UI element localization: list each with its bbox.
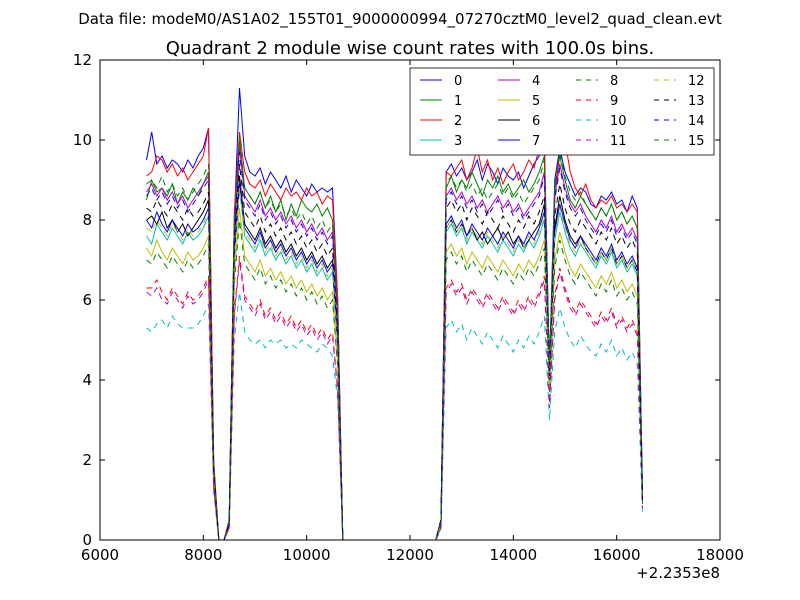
y-tick-label: 6 bbox=[82, 291, 92, 309]
x-tick-label: 18000 bbox=[696, 546, 744, 564]
x-tick-label: 10000 bbox=[283, 546, 331, 564]
series-line-3 bbox=[146, 187, 643, 541]
legend-label-7: 7 bbox=[532, 134, 540, 149]
series-line-10 bbox=[146, 291, 643, 541]
legend-label-14: 14 bbox=[688, 114, 705, 129]
x-offset-label: +2.2353e8 bbox=[636, 564, 720, 582]
legend-label-8: 8 bbox=[610, 74, 618, 89]
legend-label-12: 12 bbox=[688, 74, 705, 89]
x-tick-label: 16000 bbox=[593, 546, 641, 564]
series-layer bbox=[146, 87, 643, 541]
y-tick-label: 8 bbox=[82, 211, 92, 229]
y-tick-label: 12 bbox=[73, 51, 92, 69]
series-line-0 bbox=[146, 87, 643, 541]
series-line-11 bbox=[146, 259, 643, 541]
series-line-12 bbox=[146, 187, 643, 541]
series-line-13 bbox=[146, 163, 643, 541]
series-line-7 bbox=[146, 183, 643, 541]
legend-label-13: 13 bbox=[688, 94, 705, 109]
series-line-14 bbox=[146, 151, 643, 541]
series-line-5 bbox=[146, 207, 643, 541]
chart-suptitle: Data file: modeM0/AS1A02_155T01_90000009… bbox=[78, 10, 722, 29]
legend-label-11: 11 bbox=[610, 134, 627, 149]
y-tick-label: 10 bbox=[73, 131, 92, 149]
y-tick-label: 4 bbox=[82, 371, 92, 389]
legend-label-15: 15 bbox=[688, 134, 705, 149]
legend-label-9: 9 bbox=[610, 94, 618, 109]
x-tick-label: 14000 bbox=[489, 546, 537, 564]
x-tick-label: 6000 bbox=[81, 546, 119, 564]
chart-title: Quadrant 2 module wise count rates with … bbox=[166, 38, 655, 59]
series-line-4 bbox=[146, 147, 643, 541]
series-line-9 bbox=[146, 255, 643, 541]
legend-label-1: 1 bbox=[454, 94, 462, 109]
legend-label-10: 10 bbox=[610, 114, 627, 129]
legend-label-4: 4 bbox=[532, 74, 540, 89]
y-tick-label: 0 bbox=[82, 531, 92, 549]
legend-label-5: 5 bbox=[532, 94, 540, 109]
legend-label-2: 2 bbox=[454, 114, 462, 129]
x-tick-label: 8000 bbox=[184, 546, 222, 564]
series-line-8 bbox=[146, 219, 643, 541]
legend-label-0: 0 bbox=[454, 74, 462, 89]
legend-label-6: 6 bbox=[532, 114, 540, 129]
y-tick-label: 2 bbox=[82, 451, 92, 469]
legend-box bbox=[409, 67, 715, 156]
x-tick-label: 12000 bbox=[386, 546, 434, 564]
series-line-6 bbox=[146, 175, 643, 541]
legend-label-3: 3 bbox=[454, 134, 462, 149]
axis-ticks: 6000 8000 10000 12000 14000 16000 180000246810… bbox=[73, 51, 744, 564]
